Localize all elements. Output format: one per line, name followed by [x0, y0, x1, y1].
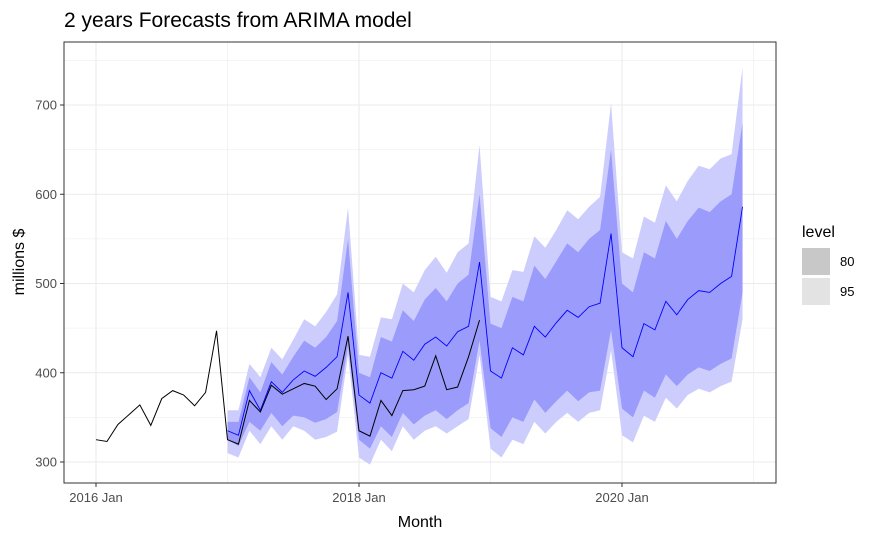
x-tick-label: 2020 Jan — [595, 490, 649, 505]
legend-key-95 — [802, 278, 830, 305]
legend-key-80 — [802, 248, 830, 275]
legend: level 80 95 — [802, 224, 854, 305]
x-tick-label: 2018 Jan — [332, 490, 386, 505]
legend-label-80: 80 — [840, 254, 854, 269]
y-tick-label: 500 — [35, 276, 57, 291]
forecast-mean-line — [227, 206, 743, 436]
plot-border — [63, 41, 777, 484]
y-tick-label: 600 — [35, 187, 57, 202]
y-tick-label: 700 — [35, 98, 57, 113]
y-tick-label: 400 — [35, 365, 57, 380]
legend-title: level — [802, 224, 835, 241]
series-lines — [95, 206, 743, 445]
history-line — [95, 319, 481, 445]
x-axis-ticks: 2016 Jan 2018 Jan 2020 Jan — [69, 483, 649, 505]
chart-title: 2 years Forecasts from ARIMA model — [64, 9, 412, 32]
legend-label-95: 95 — [840, 284, 854, 299]
y-axis-title: millions $ — [11, 229, 28, 296]
x-tick-label: 2016 Jan — [69, 490, 123, 505]
x-axis-title: Month — [398, 514, 442, 531]
y-axis-ticks: 300 400 500 600 700 — [35, 98, 64, 470]
y-tick-label: 300 — [35, 455, 57, 470]
